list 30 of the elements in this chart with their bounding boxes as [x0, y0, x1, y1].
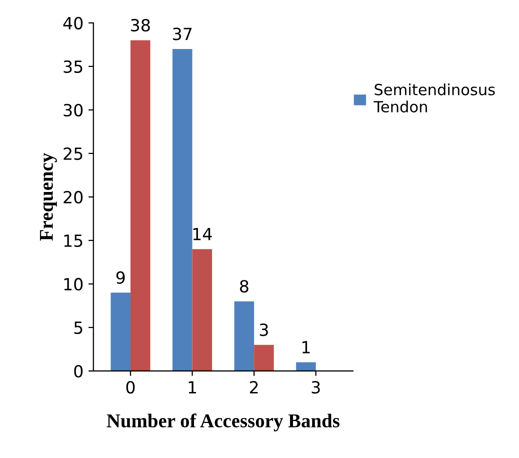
bar	[234, 301, 254, 371]
x-tick-label: 2	[250, 380, 258, 394]
x-tick-label: 3	[312, 380, 320, 394]
x-tick-label: 0	[126, 380, 135, 394]
y-tick-label: 5	[74, 322, 82, 334]
y-tick-label: 10	[64, 278, 83, 291]
data-label: 38	[131, 18, 150, 32]
data-label: 3	[260, 323, 268, 336]
y-axis-title: Frequency	[40, 153, 57, 241]
y-tick-label: 35	[64, 60, 82, 73]
y-tick-label: 20	[64, 190, 83, 204]
data-label: 14	[193, 228, 212, 240]
y-tick-label: 40	[63, 16, 83, 30]
y-tick-label: 30	[64, 104, 83, 116]
legend-label: Semitendinosus Tendon	[374, 84, 495, 112]
bar	[254, 344, 274, 371]
data-label: 8	[240, 280, 248, 293]
bar	[172, 49, 192, 371]
bar	[110, 292, 130, 371]
x-tick-label: 1	[188, 381, 196, 394]
data-label: 37	[173, 28, 192, 40]
bar	[130, 40, 150, 371]
y-tick-label: 25	[64, 147, 82, 160]
y-tick-label: 15	[64, 234, 82, 248]
x-axis-title: Number of Accessory Bands	[106, 414, 340, 432]
data-label: 9	[116, 271, 125, 284]
y-tick-label: 0	[74, 364, 83, 378]
bar	[192, 249, 212, 371]
data-label: 1	[302, 341, 310, 354]
bar	[296, 362, 316, 371]
